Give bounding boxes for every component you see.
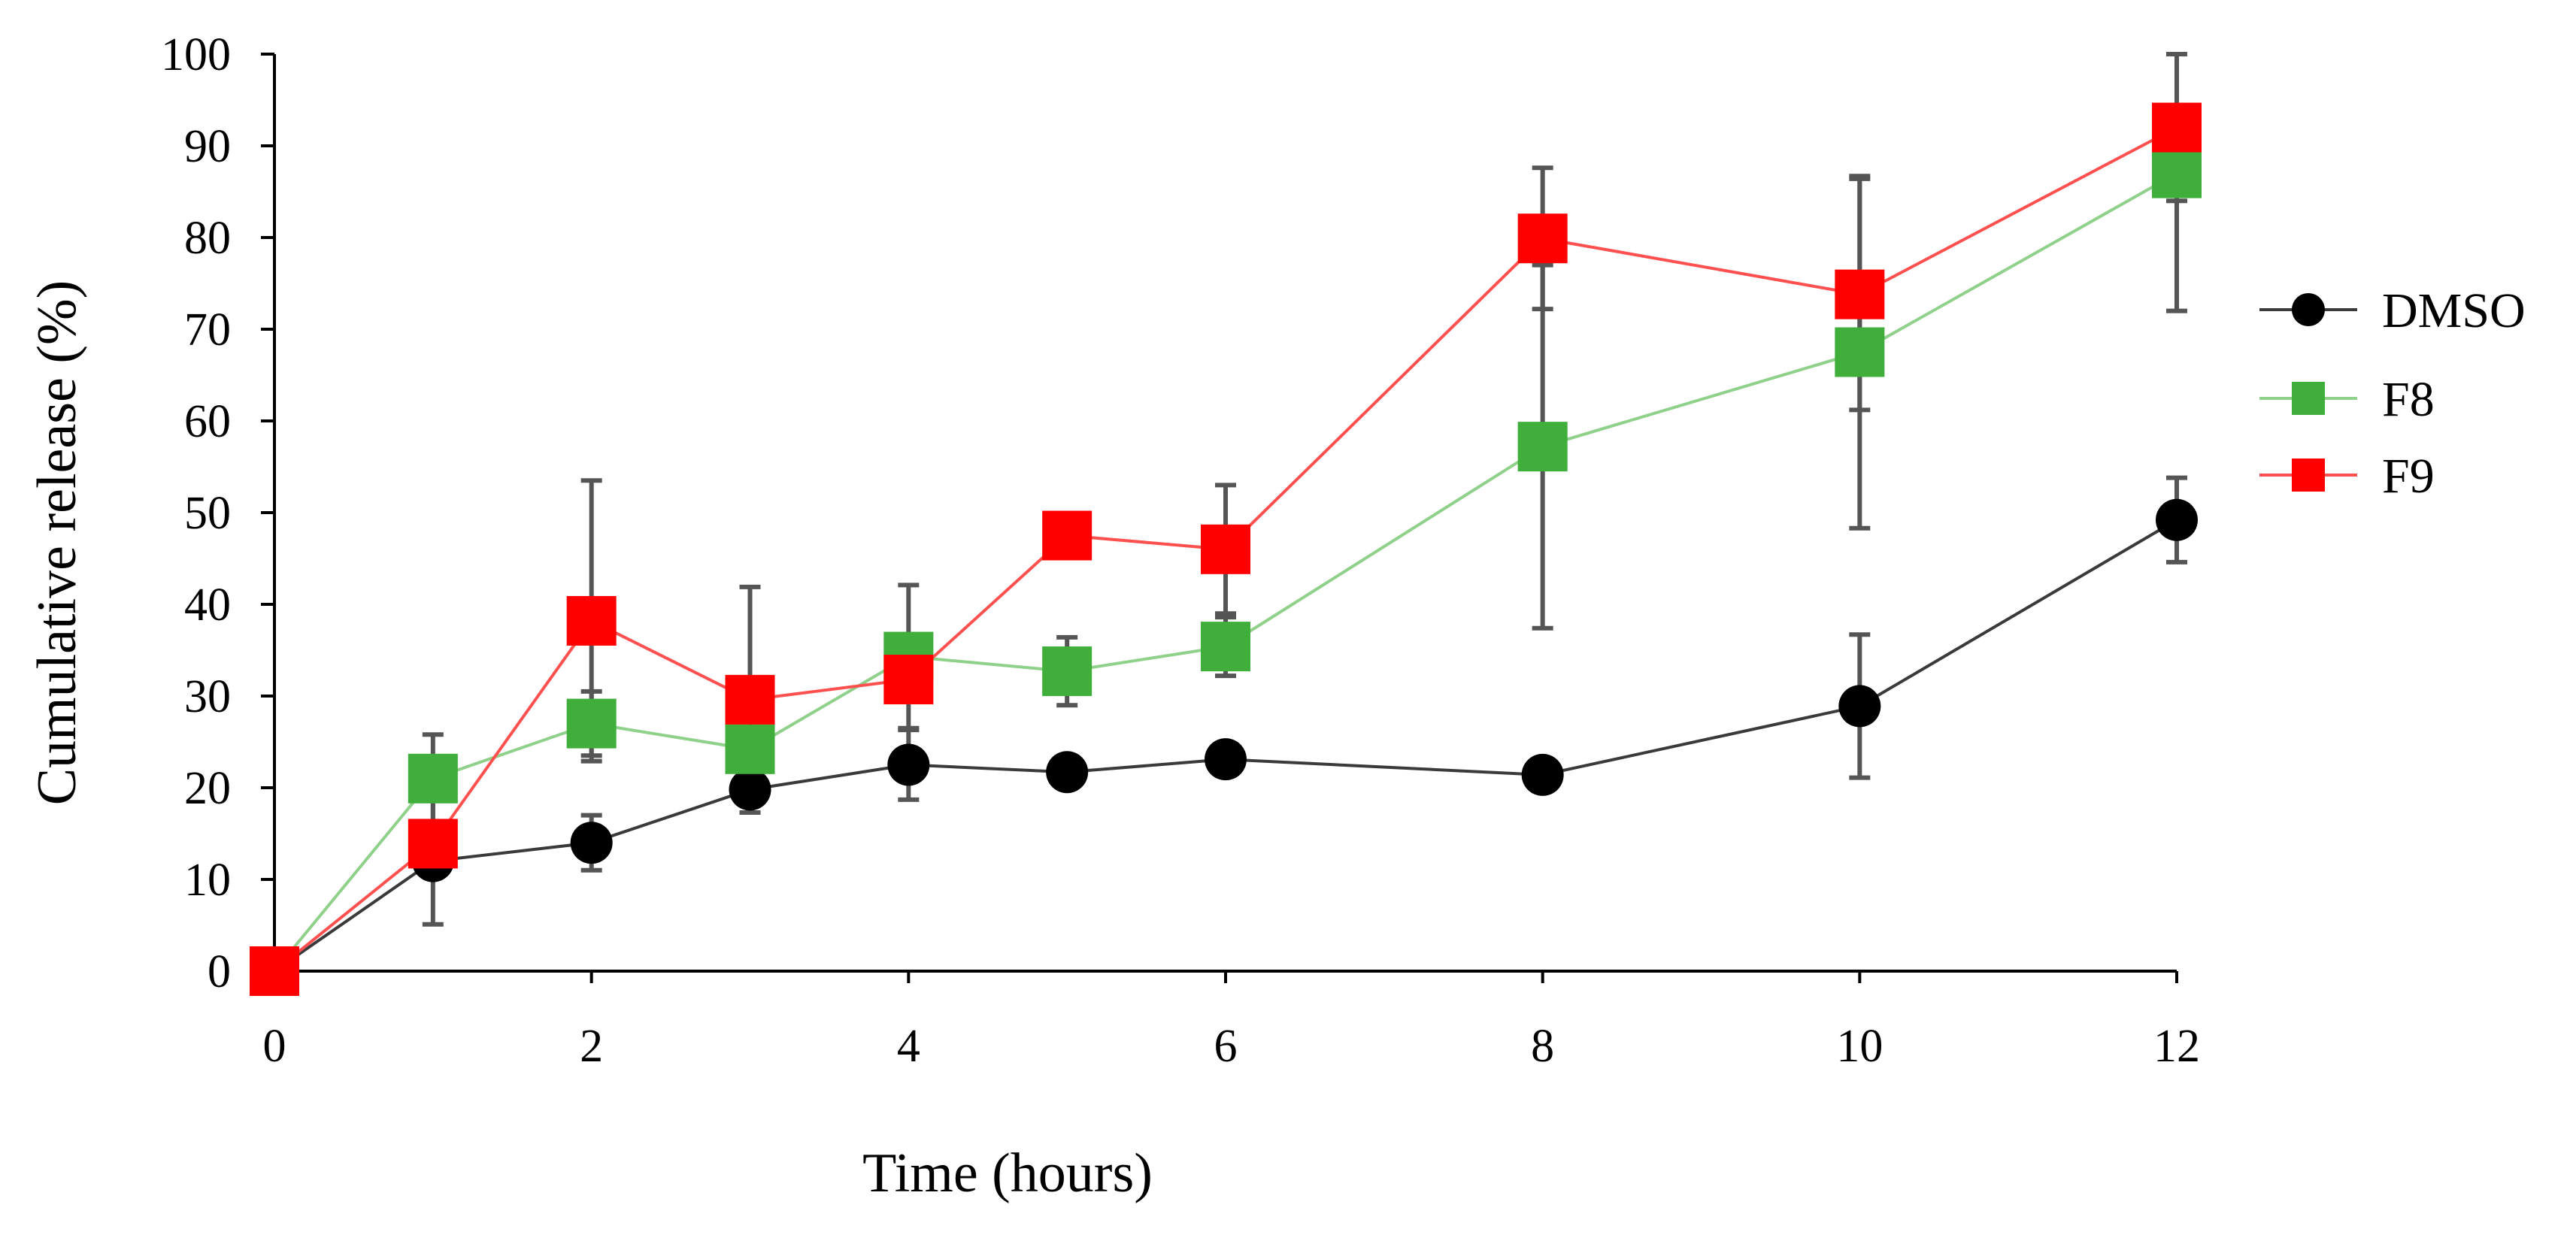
dmso-point (729, 768, 771, 811)
error-bars (422, 52, 2187, 927)
y-tick-label: 20 (184, 763, 231, 814)
f8-point (1517, 422, 1568, 472)
legend-dmso-label: DMSO (2382, 283, 2526, 338)
x-tick-label: 8 (1531, 1021, 1554, 1072)
y-axis-title: Cumulative release (%) (26, 280, 88, 806)
f9-point (1517, 213, 1568, 264)
dmso-point (1521, 753, 1564, 796)
legend-f8-marker (2292, 382, 2325, 415)
dmso-series-line (273, 519, 2178, 973)
y-tick-label: 10 (184, 855, 231, 906)
x-tick-label: 12 (2153, 1021, 2200, 1072)
x-tick-label: 2 (580, 1021, 603, 1072)
f9-point (883, 655, 934, 705)
dmso-point (1838, 685, 1881, 728)
y-tick-label: 40 (184, 580, 231, 631)
f8-point (1835, 327, 1885, 377)
ticks: 0 10 20 30 40 50 60 70 80 90 100 0 2 4 6 8 10 12 (161, 29, 2200, 1072)
f8-point (1201, 622, 1250, 672)
y-tick-label: 60 (184, 396, 231, 447)
y-tick-label: 30 (184, 671, 231, 722)
x-tick-label: 4 (897, 1021, 920, 1072)
y-tick-label: 70 (184, 304, 231, 356)
f8-point (408, 753, 458, 804)
x-axis-title: Time (hours) (862, 1143, 1153, 1204)
f9-point (1835, 269, 1885, 319)
f9-point (725, 674, 775, 725)
f9-point (2152, 102, 2202, 153)
f8-point (725, 724, 775, 774)
y-tick-label: 0 (208, 946, 231, 997)
dmso-point (1046, 751, 1089, 794)
y-tick-label: 50 (184, 488, 231, 539)
legend-f9-label: F9 (2382, 449, 2435, 504)
legend: DMSO F8 F9 (2259, 283, 2526, 504)
f8-point (1042, 646, 1093, 697)
legend-dmso-marker (2292, 293, 2325, 326)
f9-point (566, 595, 617, 646)
legend-f8-label: F8 (2382, 372, 2435, 427)
f9-series-line (273, 126, 2177, 973)
y-tick-label: 80 (184, 213, 231, 264)
f9-point (408, 819, 458, 869)
f8-point (566, 698, 617, 749)
x-tick-label: 6 (1214, 1021, 1238, 1072)
f8-series-line (273, 171, 2177, 973)
dmso-point (2156, 498, 2198, 541)
y-tick-label: 90 (184, 121, 231, 172)
f9-point (1201, 524, 1250, 574)
f9-point (250, 946, 299, 996)
f8-point (2152, 148, 2202, 198)
dmso-point (887, 743, 930, 786)
legend-f9-marker (2292, 459, 2325, 492)
x-tick-label: 10 (1836, 1021, 1883, 1072)
series-markers (250, 102, 2202, 996)
f9-point (1042, 510, 1093, 561)
x-tick-label: 0 (263, 1021, 286, 1072)
series-lines (273, 126, 2178, 973)
dmso-point (570, 822, 613, 864)
dmso-point (1205, 738, 1247, 781)
y-tick-label: 100 (161, 29, 231, 80)
